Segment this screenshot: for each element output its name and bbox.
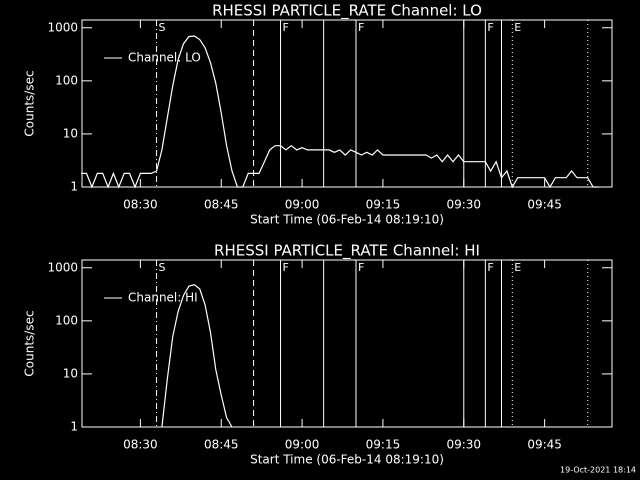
y-axis-label: Counts/sec (23, 310, 37, 376)
y-tick-label: 10 (63, 126, 78, 140)
series-line (161, 284, 233, 428)
y-tick-label: 100 (55, 73, 78, 87)
marker-label: E (514, 21, 521, 34)
x-axis-label: Start Time (06-Feb-14 08:19:10) (250, 453, 444, 467)
x-tick-label: 09:00 (285, 438, 320, 452)
marker-label: F (487, 261, 493, 274)
marker-label: E (514, 261, 521, 274)
marker-label: F (358, 261, 364, 274)
axes-box (81, 19, 613, 188)
footer: 19-Oct-2021 18:14 (560, 466, 636, 475)
y-tick-label: 100 (55, 313, 78, 327)
x-tick-label: 08:45 (204, 198, 239, 212)
x-tick-label: 09:15 (366, 438, 401, 452)
x-tick-label: 09:00 (285, 198, 320, 212)
x-axis-label: Start Time (06-Feb-14 08:19:10) (250, 213, 444, 227)
series-line (81, 35, 599, 189)
x-tick-label: 09:30 (446, 438, 481, 452)
y-tick-label: 1 (70, 420, 78, 434)
y-tick-label: 1000 (47, 20, 78, 34)
x-tick-label: 09:30 (446, 198, 481, 212)
axes-box (81, 259, 613, 428)
x-tick-label: 09:45 (527, 438, 562, 452)
y-tick-label: 1000 (47, 260, 78, 274)
marker-label: F (283, 21, 289, 34)
x-tick-label: 08:30 (123, 438, 158, 452)
marker-label: S (159, 261, 166, 274)
x-tick-label: 08:45 (204, 438, 239, 452)
y-axis-label: Counts/sec (23, 70, 37, 136)
chart-title: RHESSI PARTICLE_RATE Channel: LO (212, 2, 482, 21)
y-tick-label: 1 (70, 180, 78, 194)
chart-title: RHESSI PARTICLE_RATE Channel: HI (214, 242, 480, 261)
x-tick-label: 08:30 (123, 198, 158, 212)
legend-label: Channel: HI (128, 291, 198, 305)
marker-label: F (487, 21, 493, 34)
legend-label: Channel: LO (128, 51, 201, 65)
x-tick-label: 09:45 (527, 198, 562, 212)
marker-label: F (358, 21, 364, 34)
x-tick-label: 09:15 (366, 198, 401, 212)
y-tick-label: 10 (63, 366, 78, 380)
marker-label: F (283, 261, 289, 274)
marker-label: S (159, 21, 166, 34)
